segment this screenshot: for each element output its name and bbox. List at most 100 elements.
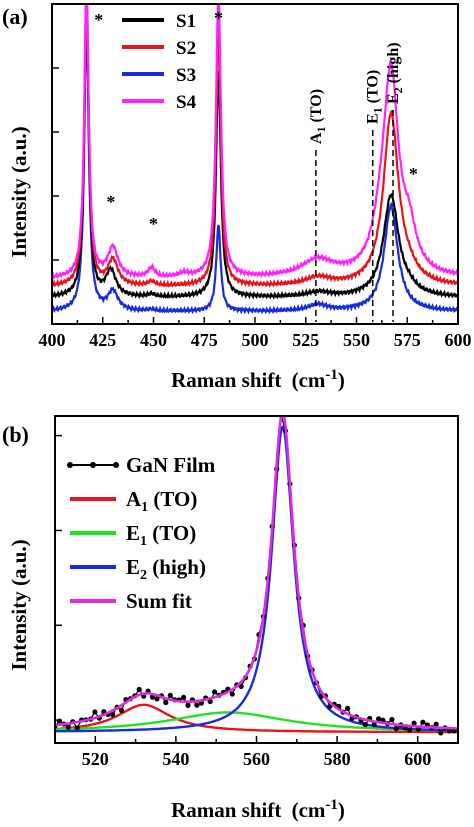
panel-a-mode-label-rest: (TO) xyxy=(365,70,382,107)
panel-a-x-tick-label: 525 xyxy=(292,330,319,350)
panel-b-data-point xyxy=(345,705,351,712)
panel-a-x-tick-label: 575 xyxy=(394,330,421,350)
panel-a-asterisk: * xyxy=(149,214,158,234)
panel-a-x-axis-title-close: ) xyxy=(338,368,345,392)
panel-b-legend-label-sub: 1 xyxy=(140,534,147,549)
panel-b-data-point xyxy=(167,692,173,699)
panel-b-legend-label: Sum fit xyxy=(126,589,192,613)
panel-a-legend-label: S1 xyxy=(176,11,196,32)
panel-a-mode-label: A1 (TO) xyxy=(308,89,328,144)
panel-b-data-point xyxy=(74,725,80,731)
panel-b-data-point xyxy=(207,698,213,705)
panel-b-data-point xyxy=(446,728,453,734)
panel-b-x-axis-title-main: Raman shift xyxy=(171,798,281,822)
panel-b-x-tick-label: 560 xyxy=(243,749,270,769)
panel-a-mode-label-sub: 1 xyxy=(314,126,328,132)
panel-b-legend-label-rest: (high) xyxy=(147,555,206,579)
panel-a-x-tick-label: 475 xyxy=(191,330,218,350)
panel-a-label: (a) xyxy=(2,4,28,29)
panel-b-x-axis-title: Raman shift (cm-1) xyxy=(171,797,345,822)
panel-a-mode-label-main: A xyxy=(308,132,325,144)
panel-b-series-sum-fit xyxy=(55,416,458,730)
panel-a-mode-label-main: E xyxy=(365,113,382,124)
panel-b-legend-label-main: Sum fit xyxy=(126,589,192,613)
panel-b-data-point xyxy=(194,702,200,708)
panel-b-label: (b) xyxy=(2,422,29,447)
panel-b-data-point xyxy=(149,694,156,700)
panel-b-data-point xyxy=(389,716,395,723)
panel-b-legend-label: E1 (TO) xyxy=(126,521,196,549)
panel-a-mode-label-sub: 2 xyxy=(391,87,405,93)
panel-a-x-tick-label: 550 xyxy=(343,330,370,350)
panel-b-data-point xyxy=(118,707,125,714)
panel-a-mode-label: E1 (TO) xyxy=(365,70,385,124)
panel-a-series-s4 xyxy=(52,4,458,280)
panel-a-x-tick-label: 600 xyxy=(445,330,472,350)
panel-b-legend-marker xyxy=(67,462,73,468)
panel-b-legend-label-sub: 1 xyxy=(141,500,148,515)
panel-b-legend-marker xyxy=(113,462,119,468)
panel-b-legend-label-main: GaN Film xyxy=(126,453,216,477)
panel-a-mode-label-sub: 1 xyxy=(371,107,385,113)
panel-a-series-s3 xyxy=(52,13,458,315)
panel-b-data-point xyxy=(154,696,160,702)
panel-b-data-point xyxy=(92,709,98,715)
panel-b-data-point xyxy=(393,726,399,732)
panel-a-mode-label: E2 (high) xyxy=(385,42,405,104)
panel-b-data-point xyxy=(229,691,235,697)
panel-b-data-point xyxy=(433,721,439,727)
panel-a-x-axis-title-main: Raman shift xyxy=(171,368,281,392)
panel-b-data-point xyxy=(181,694,187,701)
panel-b-x-tick-label: 520 xyxy=(82,749,109,769)
panel-a-x-tick-label: 400 xyxy=(39,330,66,350)
panel-b-data-point xyxy=(438,730,444,736)
panel-b-legend-label-main: A xyxy=(126,487,142,511)
panel-b-legend-label-rest: (TO) xyxy=(148,487,197,511)
panel-a-asterisk: * xyxy=(106,192,115,212)
panel-a-x-axis-title: Raman shift (cm-1) xyxy=(171,367,345,392)
panel-b-legend-label: A1 (TO) xyxy=(126,487,197,515)
panel-a-mode-label-rest: (TO) xyxy=(308,89,325,126)
panel-b-data-point xyxy=(110,711,116,718)
panel-b-data-point xyxy=(420,719,426,725)
panel-b-data-point xyxy=(65,724,71,730)
panel-b-series-a1-to- xyxy=(55,703,458,734)
panel-b-series-e2-high- xyxy=(55,425,458,733)
panel-b-data-point xyxy=(362,722,368,728)
panel-b-x-tick-label: 600 xyxy=(404,749,431,769)
panel-b-legend-label-main: E xyxy=(126,521,140,545)
panel-b-y-axis-title: Intensity (a.u.) xyxy=(7,539,31,670)
panel-a-asterisk: * xyxy=(214,8,223,28)
panel-a-legend-label: S4 xyxy=(176,92,197,113)
panel-b-legend-label: GaN Film xyxy=(126,453,216,477)
panel-b-data-point xyxy=(185,702,191,709)
panel-a-asterisk: * xyxy=(409,164,418,184)
panel-a-x-axis-title-unit: (cm xyxy=(292,368,326,392)
panel-b-data-point xyxy=(371,722,377,728)
panel-b-legend-label-sub: 2 xyxy=(140,568,147,583)
panel-b-x-axis-title-unit: (cm xyxy=(292,798,326,822)
panel-b-x-axis-title-sup: -1 xyxy=(325,797,338,813)
panel-b-data-point xyxy=(163,699,169,706)
panel-a-series-s1 xyxy=(52,4,458,300)
panel-b-data-point xyxy=(376,716,382,722)
panel-b-data-point xyxy=(56,718,63,724)
panel-a-x-tick-label: 425 xyxy=(89,330,116,350)
panel-b-x-axis-title-close: ) xyxy=(338,798,345,822)
panel-a-asterisk: * xyxy=(94,10,103,30)
panel-b-legend-marker xyxy=(90,462,96,468)
panel-a-legend-label: S3 xyxy=(176,65,196,86)
panel-b-data-point xyxy=(407,727,413,733)
panel-b-data-point xyxy=(212,689,218,695)
panel-b-data-point xyxy=(411,720,417,726)
panel-b-legend-label: E2 (high) xyxy=(126,555,206,583)
panel-b-data-point xyxy=(136,686,142,693)
panel-b-legend-label-main: E xyxy=(126,555,140,579)
panel-b-series-e1-to- xyxy=(55,711,458,732)
panel-a-y-axis-title: Intensity (a.u.) xyxy=(7,126,31,257)
panel-b-legend-label-rest: (TO) xyxy=(147,521,196,545)
panel-a-x-axis-title-sup: -1 xyxy=(325,367,338,383)
